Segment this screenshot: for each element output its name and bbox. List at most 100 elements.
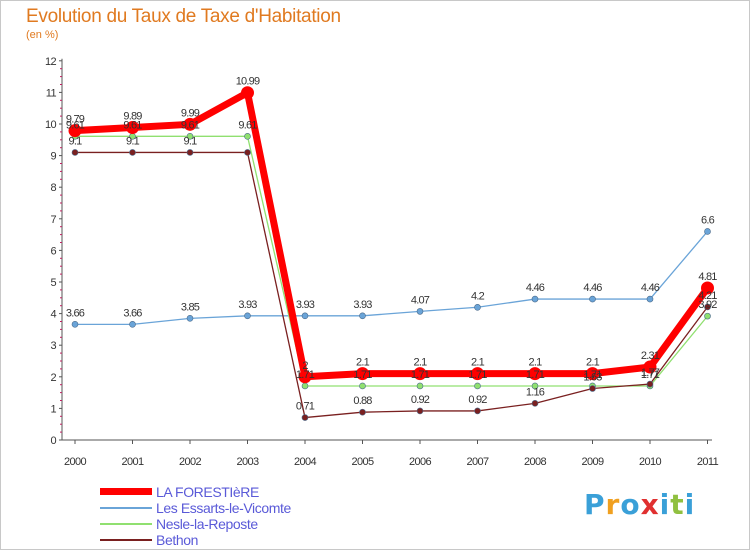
data-point-bethon <box>244 149 251 156</box>
data-point-bethon <box>416 407 424 415</box>
data-label-nesle-la-reposte: 1.71 <box>411 369 430 381</box>
data-label-nesle-la-reposte: 1.71 <box>468 369 487 381</box>
legend-swatch-bethon <box>100 539 152 541</box>
data-label-les-essarts-le-vicomte: 4.46 <box>641 282 660 294</box>
x-tick-label: 2005 <box>351 456 374 468</box>
x-tick-label: 2006 <box>409 456 432 468</box>
data-label-la-foresti-re: 2 <box>302 360 308 372</box>
data-label-bethon: 0.92 <box>411 394 430 406</box>
logo-letter: i <box>659 488 671 521</box>
data-point-les-essarts-le-vicomte <box>186 315 194 322</box>
data-label-nesle-la-reposte: 9.61 <box>238 119 257 131</box>
data-point-nesle-la-reposte <box>531 382 539 390</box>
data-point-la-foresti-re <box>126 120 139 134</box>
data-label-la-foresti-re: 2.31 <box>641 350 660 362</box>
data-label-bethon: 0.71 <box>296 401 315 413</box>
x-tick-label: 2000 <box>64 456 87 468</box>
data-label-la-foresti-re: 10.99 <box>236 76 260 88</box>
data-point-bethon <box>129 149 136 156</box>
x-tick-label: 2003 <box>236 456 259 468</box>
data-point-nesle-la-reposte <box>416 382 424 390</box>
data-point-bethon <box>71 149 79 156</box>
data-point-bethon <box>589 385 596 392</box>
x-tick-label: 2009 <box>581 456 604 468</box>
data-label-bethon: 0.92 <box>468 394 487 406</box>
data-point-la-foresti-re <box>471 367 484 381</box>
y-tick-label: 3 <box>50 340 56 352</box>
data-point-la-foresti-re <box>68 124 82 138</box>
data-label-nesle-la-reposte: 9.61 <box>66 119 85 131</box>
data-label-nesle-la-reposte: 1.71 <box>526 369 545 381</box>
data-point-nesle-la-reposte <box>359 382 366 390</box>
data-label-nesle-la-reposte: 9.61 <box>181 119 200 131</box>
data-label-les-essarts-le-vicomte: 4.07 <box>411 294 430 306</box>
data-label-nesle-la-reposte: 1.71 <box>353 369 372 381</box>
data-point-les-essarts-le-vicomte <box>71 321 79 328</box>
data-label-bethon: 1.77 <box>641 367 660 379</box>
y-tick-label: 11 <box>46 87 57 99</box>
chart-subtitle: (en %) <box>26 29 59 41</box>
logo-letter: P <box>584 488 606 521</box>
series-lines <box>68 86 714 421</box>
logo-letter: i <box>684 488 696 521</box>
data-point-bethon <box>301 414 309 421</box>
data-label-nesle-la-reposte: 3.92 <box>698 299 717 311</box>
data-point-les-essarts-le-vicomte <box>359 312 366 320</box>
data-label-nesle-la-reposte: 1.71 <box>296 369 315 381</box>
data-label-bethon: 9.1 <box>184 135 198 147</box>
data-point-nesle-la-reposte <box>474 382 481 390</box>
data-point-les-essarts-le-vicomte <box>416 308 424 315</box>
series-line-bethon <box>75 151 709 419</box>
data-point-les-essarts-le-vicomte <box>244 312 251 320</box>
y-tick-label: 7 <box>50 214 56 226</box>
x-tick-label: 2007 <box>466 456 489 468</box>
logo-letter: x <box>640 488 660 521</box>
data-point-les-essarts-le-vicomte <box>589 295 596 303</box>
data-point-bethon <box>531 400 539 407</box>
data-point-bethon <box>474 407 481 415</box>
data-label-la-foresti-re: 2.1 <box>414 357 428 369</box>
series-line-la-foresti-re <box>74 89 711 381</box>
data-label-les-essarts-le-vicomte: 3.93 <box>238 299 257 311</box>
legend-swatch-la-forestiere <box>100 488 152 495</box>
data-point-la-foresti-re <box>241 86 254 100</box>
x-tick-label: 2008 <box>524 456 547 468</box>
data-point-bethon <box>704 303 711 311</box>
y-tick-label: 0 <box>50 435 56 447</box>
data-label-bethon: 4.21 <box>698 290 717 302</box>
data-point-la-foresti-re <box>643 360 657 374</box>
series-line-les-essarts-le-vicomte <box>75 231 708 325</box>
chart-title: Evolution du Taux de Taxe d'Habitation <box>26 6 341 27</box>
y-tick-label: 1 <box>50 403 56 415</box>
data-label-la-foresti-re: 2.1 <box>586 357 600 369</box>
data-label-la-foresti-re: 9.99 <box>181 107 200 119</box>
data-label-la-foresti-re: 2.1 <box>529 357 543 369</box>
data-point-les-essarts-le-vicomte <box>531 295 539 303</box>
data-point-la-foresti-re <box>183 117 197 131</box>
y-tick-label: 2 <box>50 372 56 384</box>
legend-swatch-les-essarts <box>100 507 152 509</box>
legend-label-les-essarts: Les Essarts-le-Vicomte <box>156 500 291 516</box>
data-point-bethon <box>186 149 194 156</box>
x-tick-label: 2002 <box>179 456 202 468</box>
data-label-les-essarts-le-vicomte: 3.66 <box>66 307 85 319</box>
data-point-nesle-la-reposte <box>301 382 309 390</box>
y-tick-label: 6 <box>50 245 56 257</box>
data-point-la-foresti-re <box>586 367 599 381</box>
data-label-les-essarts-le-vicomte: 6.6 <box>701 214 715 226</box>
logo-letter: t <box>670 488 685 521</box>
data-point-nesle-la-reposte <box>244 133 251 140</box>
y-tick-label: 12 <box>45 56 57 68</box>
data-point-les-essarts-le-vicomte <box>301 312 309 320</box>
data-label-la-foresti-re: 9.79 <box>66 114 85 126</box>
logo-letter: o <box>620 488 641 521</box>
legend-swatch-nesle <box>100 523 152 525</box>
legend-label-nesle: Nesle-la-Reposte <box>156 516 258 532</box>
legend-label-bethon: Bethon <box>156 532 198 548</box>
data-label-nesle-la-reposte: 1.71 <box>583 369 602 381</box>
data-label-les-essarts-le-vicomte: 3.93 <box>353 299 372 311</box>
data-point-la-foresti-re <box>298 370 312 384</box>
x-tick-label: 2004 <box>294 456 317 468</box>
